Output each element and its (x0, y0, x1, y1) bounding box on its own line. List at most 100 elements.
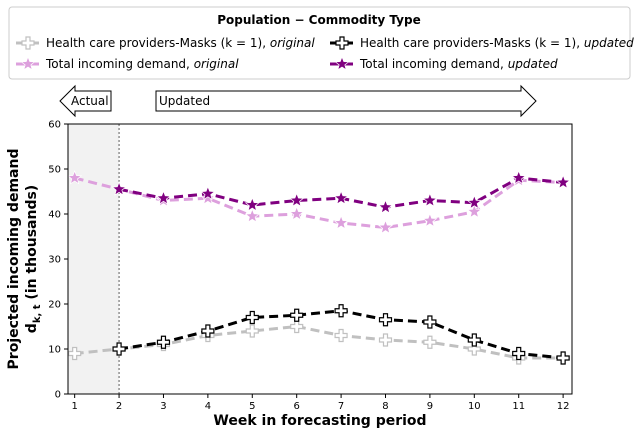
data-point-hc_original (334, 328, 348, 343)
legend-label: Total incoming demand, updated (359, 57, 558, 71)
legend-label: Health care providers-Masks (k = 1), ori… (46, 36, 315, 50)
legend-label-italic: original (270, 36, 316, 50)
series-layer (68, 170, 571, 365)
y-tick-label: 60 (48, 120, 61, 131)
plot-area (67, 123, 573, 395)
x-tick-label: 6 (293, 401, 299, 412)
data-point-hc_original (68, 346, 82, 361)
y-tick-label: 0 (55, 390, 61, 401)
data-point-total_updated (244, 197, 260, 212)
y-axis-subtitle-symbol: d (24, 323, 40, 333)
legend-label-text: Total incoming demand, (45, 57, 194, 71)
legend-label-italic: updated (508, 57, 558, 71)
y-axis-subtitle-subscript: k, t (32, 304, 43, 323)
data-point-hc_updated (378, 313, 393, 327)
legend-entry-hc_original: Health care providers-Masks (k = 1), ori… (16, 36, 315, 50)
series-line-total_original (74, 176, 564, 229)
data-point-total_original (289, 206, 305, 221)
data-point-hc_original (245, 324, 259, 338)
data-point-total_original (68, 170, 83, 185)
legend-swatch-marker (335, 36, 349, 50)
data-point-hc_updated (245, 310, 259, 325)
data-point-total_original (422, 212, 438, 228)
data-point-hc_updated (512, 346, 526, 361)
x-tick-label: 12 (557, 401, 570, 412)
x-tick-label: 7 (338, 401, 344, 412)
data-point-total_updated (422, 192, 438, 207)
x-tick-label: 9 (427, 401, 433, 412)
data-point-hc_original (423, 335, 437, 349)
series-total_original (68, 170, 571, 234)
legend-label: Health care providers-Masks (k = 1), upd… (360, 36, 634, 50)
x-tick-label: 5 (249, 401, 255, 412)
data-point-total_updated (511, 170, 527, 185)
x-tick-label: 10 (468, 401, 481, 412)
data-point-total_original (244, 208, 260, 223)
data-point-hc_updated (201, 324, 215, 338)
y-tick-label: 50 (48, 165, 61, 176)
data-point-hc_updated (467, 333, 481, 347)
y-axis-title-group: Projected incoming demand dk, t (in thou… (6, 149, 43, 370)
legend-swatch-marker (334, 56, 350, 71)
data-point-total_original (377, 219, 394, 234)
data-point-hc_updated (423, 315, 437, 329)
y-axis-title: Projected incoming demand (6, 149, 22, 370)
y-axis-subtitle-units: (in thousands) (24, 185, 40, 305)
updated-arrow (155, 84, 537, 118)
legend-label-text: Health care providers-Masks (k = 1), (46, 36, 270, 50)
x-tick-label: 2 (116, 401, 122, 412)
data-point-total_original (333, 215, 349, 230)
data-point-hc_original (467, 342, 481, 356)
period-arrows: Actual Updated (59, 84, 537, 118)
legend-entries: Health care providers-Masks (k = 1), ori… (16, 36, 634, 71)
y-axis-subtitle: dk, t (in thousands) (24, 185, 43, 333)
data-point-total_updated (333, 190, 349, 205)
data-point-hc_original (378, 333, 393, 347)
data-point-total_updated (289, 192, 305, 207)
data-point-total_updated (377, 199, 394, 214)
data-point-total_updated (111, 181, 127, 196)
data-point-hc_updated (112, 342, 126, 356)
legend-label-italic: original (194, 57, 240, 71)
updated-arrow-label: Updated (159, 94, 210, 108)
legend: Population − Commodity Type Health care … (8, 6, 634, 80)
data-point-total_updated (466, 194, 482, 210)
y-tick-label: 30 (48, 255, 61, 266)
x-tick-label: 1 (71, 401, 77, 412)
data-point-hc_original (290, 319, 304, 334)
x-tick-label: 8 (382, 401, 388, 412)
legend-label-text: Health care providers-Masks (k = 1), (360, 36, 584, 50)
legend-frame (8, 6, 631, 80)
data-point-hc_updated (156, 335, 171, 349)
series-hc_original (68, 319, 570, 365)
x-tick-label: 4 (205, 401, 211, 412)
legend-title: Population − Commodity Type (217, 13, 420, 27)
legend-entry-total_original: Total incoming demand, original (16, 56, 239, 71)
data-point-total_updated (200, 185, 216, 201)
data-point-total_original (200, 190, 216, 205)
y-tick-label: 20 (48, 300, 61, 311)
legend-label: Total incoming demand, original (45, 57, 239, 71)
series-total_updated (111, 170, 571, 214)
legend-swatch-marker (21, 36, 35, 50)
x-tick-label: 11 (512, 401, 525, 412)
data-point-hc_updated (290, 308, 304, 322)
x-axis: 1 2 3 4 5 6 7 8 9 10 11 12 (71, 394, 569, 412)
legend-label-text: Total incoming demand, (359, 57, 508, 71)
data-point-hc_updated (334, 304, 348, 318)
data-point-total_updated (555, 174, 571, 189)
y-tick-label: 10 (48, 345, 61, 356)
legend-label-italic: updated (584, 36, 634, 50)
series-line-hc_original (74, 325, 564, 360)
y-tick-label: 40 (48, 210, 61, 221)
actual-arrow (59, 84, 112, 118)
series-hc_updated (112, 304, 570, 365)
data-point-hc_updated (556, 351, 570, 365)
legend-entry-hc_updated: Health care providers-Masks (k = 1), upd… (330, 36, 634, 50)
legend-swatch-marker (20, 56, 36, 71)
data-point-total_updated (155, 190, 172, 205)
legend-entry-total_updated: Total incoming demand, updated (330, 56, 558, 71)
x-tick-label: 3 (160, 401, 166, 412)
actual-arrow-label: Actual (71, 94, 109, 108)
